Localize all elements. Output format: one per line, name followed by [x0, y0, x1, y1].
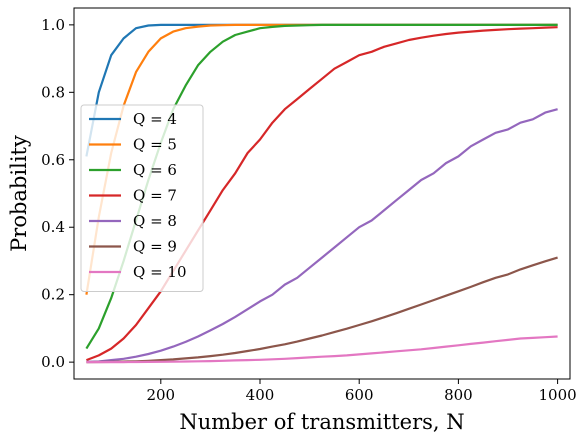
x-tick-label: 400	[246, 386, 275, 404]
legend-label-6: Q = 9	[133, 238, 177, 256]
x-tick-label: 200	[146, 386, 175, 404]
y-tick-label: 1.0	[41, 16, 65, 34]
x-tick-label: 1000	[539, 386, 577, 404]
series-line-5	[86, 108, 558, 363]
series-line-6	[86, 256, 558, 364]
y-tick-label: 0.2	[41, 286, 65, 304]
y-axis-ticks: 0.0 0.2 0.4 0.6 0.8 1.0	[41, 16, 74, 371]
y-tick-label: 0.0	[41, 353, 65, 371]
y-axis-label: Probability	[7, 135, 31, 252]
x-axis-label: Number of transmitters, N	[179, 410, 464, 434]
legend: Q = 4 Q = 5 Q = 6 Q = 7 Q = 8 Q = 9 Q = 10	[80, 104, 204, 292]
legend-label-4: Q = 7	[133, 187, 177, 205]
x-tick-label: 600	[345, 386, 374, 404]
x-tick-label: 800	[444, 386, 473, 404]
y-tick-label: 0.4	[41, 218, 65, 236]
axes-frame	[73, 7, 571, 380]
legend-label-3: Q = 6	[133, 161, 177, 179]
legend-label-1: Q = 4	[133, 110, 177, 128]
series-line-7	[86, 335, 558, 364]
y-tick-label: 0.6	[41, 151, 65, 169]
legend-label-2: Q = 5	[133, 136, 177, 154]
legend-label-7: Q = 10	[133, 263, 187, 281]
x-axis-ticks: 200 400 600 800 1000	[146, 379, 577, 404]
legend-label-5: Q = 8	[133, 212, 177, 230]
legend-box	[80, 104, 204, 292]
y-tick-label: 0.8	[41, 83, 65, 101]
